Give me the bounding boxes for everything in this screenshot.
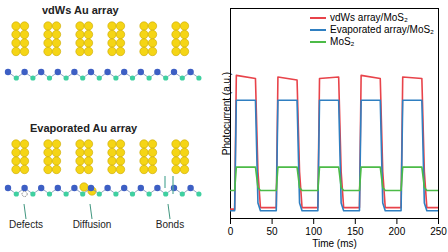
svg-text:Time (ms): Time (ms) bbox=[312, 238, 357, 249]
html-text:MoS₂: MoS₂ bbox=[330, 36, 355, 47]
svg-text:Defects: Defects bbox=[9, 219, 43, 230]
svg-text:100: 100 bbox=[305, 226, 322, 237]
svg-text:Bonds: Bonds bbox=[156, 219, 184, 230]
svg-text:250: 250 bbox=[430, 226, 447, 237]
svg-text:50: 50 bbox=[267, 226, 279, 237]
svg-text:150: 150 bbox=[347, 226, 364, 237]
svg-text:200: 200 bbox=[389, 226, 406, 237]
svg-text:Evaporated Au array: Evaporated Au array bbox=[30, 122, 138, 134]
html-text:Evaporated array/MoS₂: Evaporated array/MoS₂ bbox=[330, 24, 434, 35]
svg-text:0: 0 bbox=[228, 226, 234, 237]
svg-text:Photocurrent (a.u.): Photocurrent (a.u.) bbox=[221, 72, 232, 155]
svg-text:vdWs Au array: vdWs Au array bbox=[42, 4, 120, 16]
html-text:vdWs array/MoS₂: vdWs array/MoS₂ bbox=[330, 12, 408, 23]
svg-text:Diffusion: Diffusion bbox=[73, 219, 112, 230]
